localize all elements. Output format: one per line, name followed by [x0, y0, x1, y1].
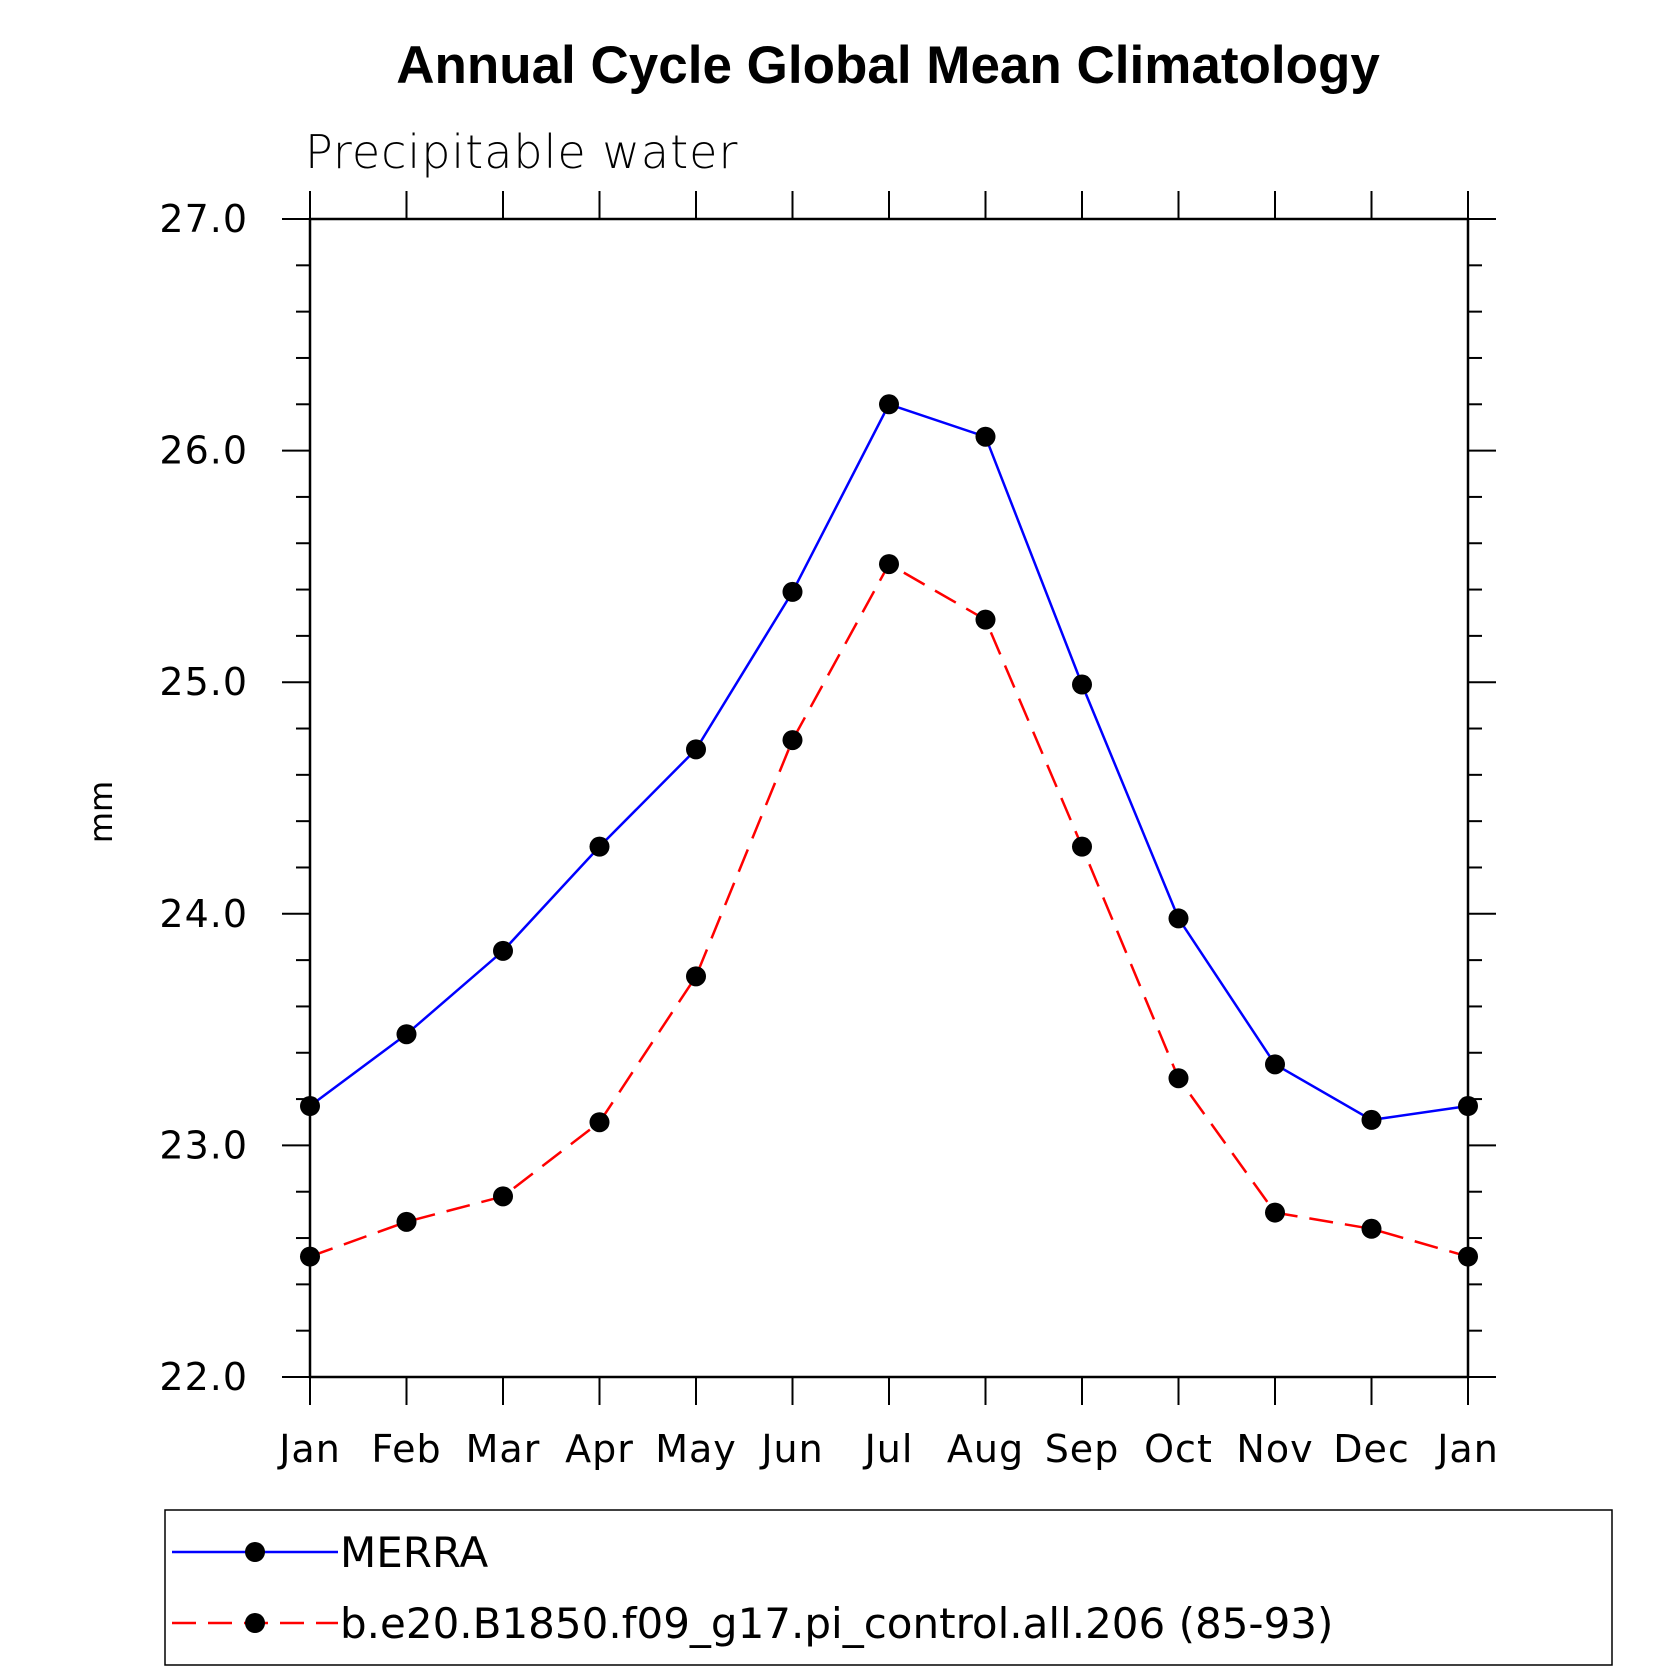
- data-point-series-0: [1168, 908, 1189, 929]
- series-line-1: [309, 562, 1469, 1258]
- data-point-series-1: [1072, 836, 1092, 857]
- y-tick-label: 26.0: [159, 429, 248, 473]
- data-point-series-0: [493, 940, 513, 961]
- x-tick-label: Feb: [371, 1427, 441, 1471]
- x-tick-label: Jan: [1435, 1427, 1499, 1471]
- data-point-series-0: [1361, 1109, 1382, 1130]
- y-tick-label: 23.0: [159, 1123, 248, 1167]
- series-layer: [300, 394, 1478, 1267]
- data-point-series-1: [396, 1211, 417, 1232]
- data-point-series-0: [396, 1024, 417, 1045]
- chart-subtitle: Precipitable water: [305, 125, 738, 179]
- x-tick-label: Jul: [863, 1427, 914, 1471]
- legend-marker-model: [245, 1613, 265, 1633]
- legend-label-merra: MERRA: [340, 1528, 488, 1577]
- data-point-series-0: [975, 426, 996, 447]
- data-point-series-0: [300, 1096, 320, 1117]
- legend-label-model: b.e20.B1850.f09_g17.pi_control.all.206 (…: [340, 1599, 1333, 1648]
- x-tick-label: Jan: [277, 1427, 341, 1471]
- data-point-series-1: [300, 1246, 320, 1267]
- data-point-series-1: [589, 1112, 610, 1133]
- data-point-series-0: [1458, 1096, 1478, 1117]
- data-point-series-0: [1072, 674, 1092, 695]
- x-tick-label: Nov: [1236, 1427, 1313, 1471]
- x-tick-label: Mar: [466, 1427, 541, 1471]
- data-point-series-0: [782, 581, 803, 602]
- x-tick-label: May: [655, 1427, 737, 1471]
- data-point-series-0: [589, 836, 610, 857]
- y-tick-label: 24.0: [159, 892, 248, 936]
- data-point-series-0: [879, 394, 899, 415]
- x-tick-label: Oct: [1144, 1427, 1213, 1471]
- x-tick-label: Apr: [565, 1427, 634, 1471]
- data-point-series-0: [1265, 1054, 1285, 1075]
- data-point-series-1: [782, 730, 803, 751]
- data-point-series-1: [493, 1186, 513, 1207]
- x-tick-labels: Jan Feb Mar Apr May Jun Jul Aug Sep Oct Nov Dec Jan: [277, 1427, 1499, 1471]
- y-axis-label: mm: [82, 781, 120, 843]
- y-tick-label: 25.0: [159, 660, 248, 704]
- legend-box: [164, 1509, 1613, 1666]
- y-tick-label: 27.0: [159, 197, 248, 241]
- legend-marker-merra: [245, 1542, 265, 1562]
- x-tick-label: Jun: [759, 1427, 823, 1471]
- data-point-series-1: [1265, 1202, 1285, 1223]
- chart-title: Annual Cycle Global Mean Climatology: [396, 36, 1380, 95]
- x-tick-label: Aug: [947, 1427, 1024, 1471]
- data-point-series-1: [1458, 1246, 1478, 1267]
- x-tick-label: Dec: [1333, 1427, 1410, 1471]
- x-tick-label: Sep: [1045, 1427, 1120, 1471]
- data-point-series-1: [1361, 1218, 1382, 1239]
- series-line-0: [309, 402, 1469, 1122]
- y-tick-labels: 22.0 23.0 24.0 25.0 26.0 27.0: [159, 197, 248, 1399]
- data-point-series-1: [975, 609, 996, 630]
- data-point-series-0: [686, 739, 706, 760]
- legend: MERRA b.e20.B1850.f09_g17.pi_control.all…: [164, 1509, 1613, 1666]
- data-point-series-1: [1168, 1068, 1189, 1089]
- axis-ticks: [282, 191, 1496, 1405]
- y-tick-label: 22.0: [159, 1355, 248, 1399]
- data-point-series-1: [686, 966, 706, 987]
- plot-frame: [308, 217, 1470, 1379]
- data-point-series-1: [879, 554, 899, 575]
